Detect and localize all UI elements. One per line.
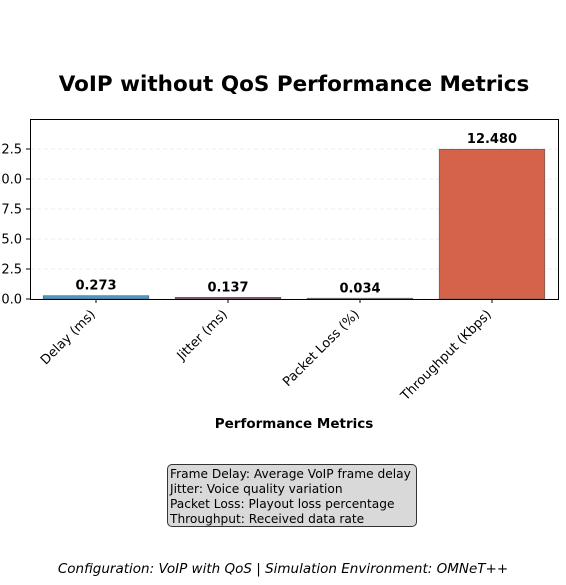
note-jitter: Jitter: Voice quality variation bbox=[170, 482, 414, 497]
y-tick-label: 0.0 bbox=[1, 293, 22, 308]
note-throughput: Throughput: Received data rate bbox=[170, 512, 414, 527]
bar bbox=[175, 297, 281, 299]
y-tick-label: 5.0 bbox=[1, 233, 22, 248]
chart-title: VoIP without QoS Performance Metrics bbox=[59, 72, 530, 97]
bar-value-label: 12.480 bbox=[467, 132, 517, 147]
bars bbox=[43, 149, 545, 299]
x-tick-label: Packet Loss (%) bbox=[280, 307, 363, 390]
x-tick-label: Jitter (ms) bbox=[174, 307, 231, 364]
y-tick-label: 10.0 bbox=[0, 173, 22, 188]
x-tick-label: Delay (ms) bbox=[38, 307, 99, 368]
legend-notes-box: Frame Delay: Average VoIP frame delay Ji… bbox=[167, 464, 417, 527]
bar-value-label: 0.273 bbox=[75, 279, 116, 294]
x-tick-label: Throughput (Kbps) bbox=[398, 307, 495, 404]
y-tick-label: 7.5 bbox=[1, 203, 22, 218]
bar bbox=[307, 298, 413, 299]
y-axis: 0.0 2.5 5.0 7.5 10.0 12.5 bbox=[0, 143, 30, 308]
bar-value-label: 0.137 bbox=[207, 280, 248, 295]
bar-chart: VoIP without QoS Performance Metrics 0.2… bbox=[0, 0, 566, 450]
x-axis: Delay (ms) Jitter (ms) Packet Loss (%) Thro… bbox=[38, 299, 495, 405]
y-tick-label: 2.5 bbox=[1, 263, 22, 278]
footer-caption: Configuration: VoIP with QoS | Simulatio… bbox=[0, 561, 566, 577]
bar bbox=[43, 296, 149, 299]
x-axis-label: Performance Metrics bbox=[215, 416, 374, 432]
y-tick-label: 12.5 bbox=[0, 143, 22, 158]
bar bbox=[439, 149, 545, 299]
note-packet-loss: Packet Loss: Playout loss percentage bbox=[170, 497, 414, 512]
note-delay: Frame Delay: Average VoIP frame delay bbox=[170, 467, 414, 482]
bar-value-label: 0.034 bbox=[339, 282, 380, 297]
